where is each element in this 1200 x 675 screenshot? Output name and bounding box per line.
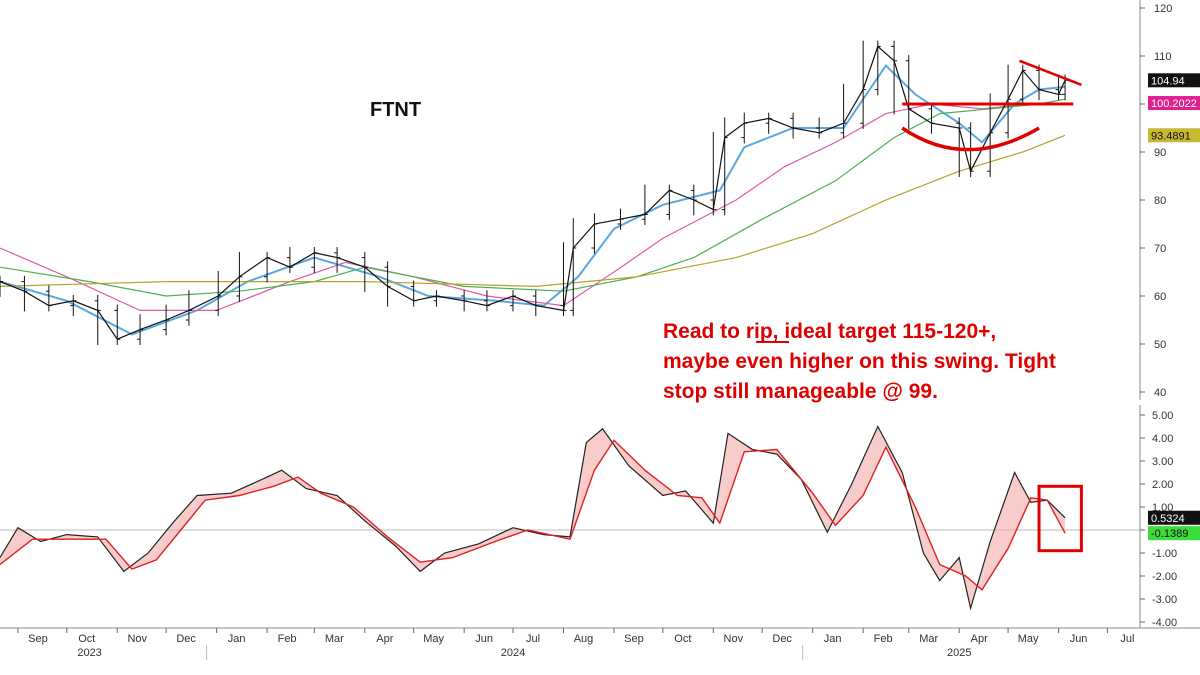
- price-ytick-label: 60: [1154, 291, 1166, 303]
- osc-slow-line: [0, 439, 1066, 591]
- osc-ytick-label: 4.00: [1152, 433, 1173, 445]
- price-badge: [1148, 73, 1200, 88]
- x-month-label: Jul: [1120, 633, 1134, 645]
- moving-average-line: [0, 134, 1066, 288]
- price-badge-label: 100.2022: [1151, 98, 1197, 110]
- x-month-label: Mar: [919, 633, 938, 645]
- annotation-line-2: maybe even higher on this swing. Tight: [663, 350, 1056, 373]
- price-line: [0, 45, 1066, 340]
- x-axis: Sep Oct Nov Dec Jan Feb Mar Apr May Jun Jul Aug Sep O…: [0, 627, 1200, 660]
- x-month-label: Jan: [228, 633, 246, 645]
- ticker-label: FTNT: [370, 99, 421, 121]
- x-month-label: Dec: [176, 633, 196, 645]
- price-panel: 405060708090100110120104.94100.202293.48…: [0, 0, 1200, 400]
- x-month-label: Aug: [574, 633, 594, 645]
- osc-badge: [1148, 526, 1200, 541]
- annotation-line-3: stop still manageable @ 99.: [663, 380, 938, 403]
- x-month-label: May: [1018, 633, 1039, 645]
- osc-ytick-label: -4.00: [1152, 617, 1177, 629]
- x-month-label: Oct: [674, 633, 691, 645]
- price-ytick-label: 70: [1154, 243, 1166, 255]
- x-month-label: Feb: [278, 633, 297, 645]
- annotation-line-1: Read to rip, ideal target 115-120+,: [663, 320, 996, 343]
- osc-ytick-label: 3.00: [1152, 456, 1173, 468]
- x-year-label: 2025: [947, 647, 971, 659]
- osc-fast-line: [0, 425, 1066, 611]
- osc-ytick-label: 2.00: [1152, 479, 1173, 491]
- osc-ytick-label: -3.00: [1152, 594, 1177, 606]
- osc-ytick-label: 5.00: [1152, 410, 1173, 422]
- x-month-label: Sep: [624, 633, 644, 645]
- price-ytick-label: 50: [1154, 339, 1166, 351]
- x-month-label: Mar: [325, 633, 344, 645]
- osc-ytick-label: -2.00: [1152, 571, 1177, 583]
- x-month-label: Sep: [28, 633, 48, 645]
- price-ytick-label: 40: [1154, 387, 1166, 399]
- x-month-label: May: [423, 633, 444, 645]
- price-ytick-label: 120: [1154, 3, 1172, 15]
- x-month-label: Jan: [824, 633, 842, 645]
- x-month-label: Dec: [772, 633, 792, 645]
- x-month-label: Jun: [475, 633, 493, 645]
- cup-curve: [901, 126, 1040, 152]
- osc-badge-label: 0.5324: [1151, 513, 1185, 525]
- x-month-label: Apr: [376, 633, 393, 645]
- x-month-label: Jun: [1070, 633, 1088, 645]
- osc-badge-label: -0.1389: [1151, 528, 1188, 540]
- price-ytick-label: 110: [1154, 51, 1172, 63]
- x-year-label: 2024: [501, 647, 525, 659]
- highlight-box: [1037, 484, 1083, 553]
- price-badge-label: 93.4891: [1151, 130, 1191, 142]
- x-year-label: 2023: [77, 647, 101, 659]
- price-ytick-label: 80: [1154, 195, 1166, 207]
- osc-ytick-label: -1.00: [1152, 548, 1177, 560]
- osc-badge: [1148, 510, 1200, 525]
- downtrend-line: [1019, 59, 1082, 86]
- x-month-label: Oct: [78, 633, 95, 645]
- x-month-label: Feb: [874, 633, 893, 645]
- x-month-label: Apr: [971, 633, 988, 645]
- oscillator-panel: -4.00-3.00-2.00-1.001.002.003.004.005.00…: [0, 405, 1200, 629]
- price-badge-label: 104.94: [1151, 75, 1185, 87]
- price-badge: [1148, 128, 1200, 143]
- x-month-label: Jul: [526, 633, 540, 645]
- price-badge: [1148, 96, 1200, 111]
- x-month-label: Nov: [127, 633, 147, 645]
- x-month-label: Nov: [724, 633, 744, 645]
- price-ytick-label: 90: [1154, 147, 1166, 159]
